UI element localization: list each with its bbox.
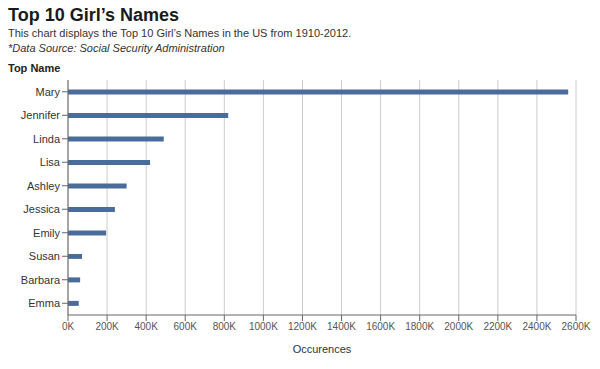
html-text:*Data Source: Social Security: *Data Source: Social Security Administra… xyxy=(8,42,225,54)
svg-text:0K: 0K xyxy=(62,321,75,332)
svg-text:1000K: 1000K xyxy=(249,321,278,332)
svg-text:600K: 600K xyxy=(174,321,198,332)
svg-text:1800K: 1800K xyxy=(405,321,434,332)
svg-text:400K: 400K xyxy=(134,321,158,332)
svg-text:2200K: 2200K xyxy=(483,321,512,332)
svg-text:200K: 200K xyxy=(95,321,119,332)
svg-text:Mary: Mary xyxy=(36,86,61,98)
svg-text:2600K: 2600K xyxy=(562,321,591,332)
html-text:Top 10 Girl’s Names: Top 10 Girl’s Names xyxy=(8,5,180,25)
html-text:Top Name: Top Name xyxy=(8,62,61,74)
svg-text:1400K: 1400K xyxy=(327,321,356,332)
svg-text:2400K: 2400K xyxy=(522,321,551,332)
svg-text:Emma: Emma xyxy=(28,297,61,309)
svg-text:2000K: 2000K xyxy=(444,321,473,332)
svg-text:Ashley: Ashley xyxy=(27,180,61,192)
svg-text:800K: 800K xyxy=(213,321,237,332)
svg-text:Emily: Emily xyxy=(33,227,60,239)
svg-text:Susan: Susan xyxy=(29,250,60,262)
svg-text:Jennifer: Jennifer xyxy=(21,109,60,121)
svg-text:Lisa: Lisa xyxy=(40,156,61,168)
svg-text:1600K: 1600K xyxy=(366,321,395,332)
svg-text:1200K: 1200K xyxy=(288,321,317,332)
html-text:This chart displays the Top 10: This chart displays the Top 10 Girl’s Na… xyxy=(8,27,352,39)
svg-text:Linda: Linda xyxy=(33,133,61,145)
svg-text:Occurences: Occurences xyxy=(293,343,352,355)
svg-text:Jessica: Jessica xyxy=(23,203,61,215)
svg-text:Barbara: Barbara xyxy=(21,274,61,286)
